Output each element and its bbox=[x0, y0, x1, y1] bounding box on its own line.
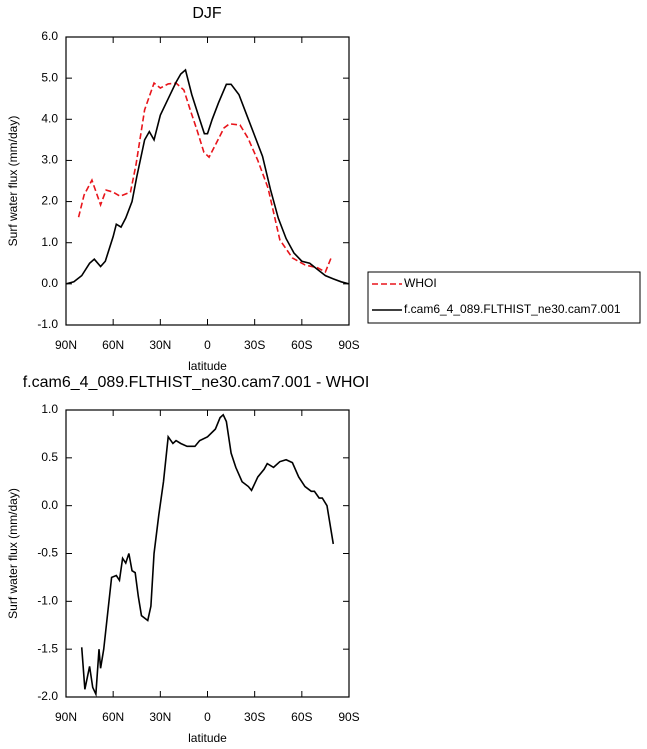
y-tick-label: 3.0 bbox=[41, 153, 58, 167]
y-tick-label: 4.0 bbox=[41, 111, 58, 125]
legend-label: f.cam6_4_089.FLTHIST_ne30.cam7.001 bbox=[404, 302, 621, 316]
y-tick-label: 5.0 bbox=[41, 70, 58, 84]
data-line bbox=[65, 68, 350, 285]
plot-frame bbox=[65, 36, 350, 326]
y-tick-label: 6.0 bbox=[41, 29, 58, 43]
x-tick-label: 60S bbox=[291, 338, 312, 352]
plot-frame bbox=[65, 409, 350, 698]
legend-box bbox=[367, 271, 641, 324]
x-tick-label: 60N bbox=[102, 338, 124, 352]
x-tick-label: 30S bbox=[244, 710, 265, 724]
x-axis-label: latitude bbox=[188, 359, 227, 373]
data-line bbox=[77, 81, 332, 274]
x-tick-label: 30N bbox=[149, 338, 171, 352]
legend-label: WHOI bbox=[404, 276, 437, 290]
y-tick-label: 0.0 bbox=[41, 498, 58, 512]
x-tick-label: 30S bbox=[244, 338, 265, 352]
y-tick-label: 2.0 bbox=[41, 194, 58, 208]
chart-title: DJF bbox=[192, 5, 222, 22]
x-tick-label: 60N bbox=[102, 710, 124, 724]
y-tick-label: -0.5 bbox=[37, 546, 58, 560]
x-axis-label: latitude bbox=[188, 731, 227, 745]
y-tick-label: 1.0 bbox=[41, 402, 58, 416]
y-tick-label: 0.5 bbox=[41, 450, 58, 464]
y-tick-label: -1.0 bbox=[37, 317, 58, 331]
chart-title: f.cam6_4_089.FLTHIST_ne30.cam7.001 - WHO… bbox=[23, 374, 370, 391]
x-tick-label: 90S bbox=[338, 338, 359, 352]
x-tick-label: 90N bbox=[55, 710, 77, 724]
x-tick-label: 30N bbox=[149, 710, 171, 724]
data-line bbox=[80, 413, 335, 698]
x-tick-label: 60S bbox=[291, 710, 312, 724]
y-tick-label: 1.0 bbox=[41, 235, 58, 249]
y-tick-label: -1.5 bbox=[37, 641, 58, 655]
y-tick-label: -1.0 bbox=[37, 594, 58, 608]
x-tick-label: 90S bbox=[338, 710, 359, 724]
y-axis-label: Surf water flux (mm/day) bbox=[6, 116, 20, 247]
y-axis-label: Surf water flux (mm/day) bbox=[6, 488, 20, 619]
y-tick-label: -2.0 bbox=[37, 689, 58, 703]
x-tick-label: 90N bbox=[55, 338, 77, 352]
y-tick-label: 0.0 bbox=[41, 276, 58, 290]
x-tick-label: 0 bbox=[204, 710, 211, 724]
x-tick-label: 0 bbox=[204, 338, 211, 352]
